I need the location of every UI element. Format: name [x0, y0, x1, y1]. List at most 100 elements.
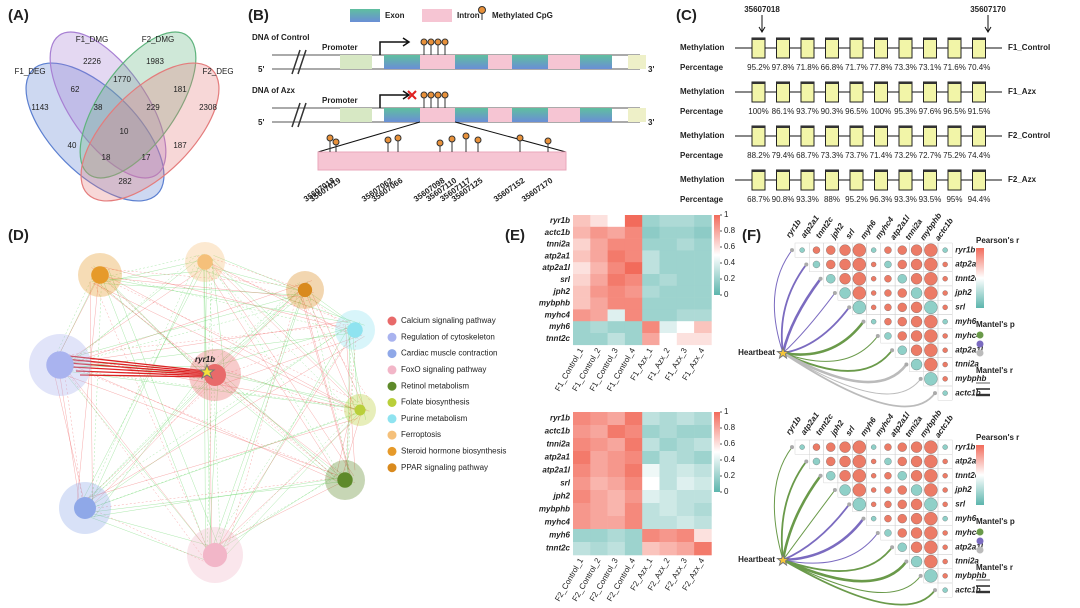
corr-circle — [852, 272, 866, 286]
mantel-link — [782, 503, 850, 561]
legend-dot — [976, 546, 984, 554]
percentage: 73.1% — [919, 63, 942, 72]
corr-circle — [871, 458, 877, 465]
heat-cell — [624, 438, 643, 452]
heat-cell — [659, 516, 678, 530]
methylated-cpg — [474, 136, 482, 144]
heat-cell — [590, 529, 608, 543]
corr-circle — [924, 540, 938, 554]
edge — [196, 256, 359, 339]
cpg-box-top — [972, 82, 986, 84]
percentage: 73.3% — [821, 151, 844, 160]
heat-cell — [624, 477, 643, 491]
corr-circle — [942, 544, 948, 550]
edge — [213, 409, 367, 552]
corr-circle — [897, 442, 907, 452]
edge — [93, 365, 209, 518]
sample-name: F2_Azx — [1008, 175, 1037, 184]
legend-label: PPAR signaling pathway — [401, 463, 488, 472]
cpg-box — [776, 37, 790, 59]
colorbar-label: 1 — [724, 407, 729, 416]
edge — [86, 477, 338, 510]
edge — [210, 267, 311, 295]
mantel-link — [782, 351, 908, 384]
percentage: 100% — [871, 107, 891, 116]
corr-circle — [942, 473, 948, 479]
cpg-box-top — [874, 126, 888, 128]
cpg-box-top — [923, 170, 937, 172]
edge — [96, 276, 302, 298]
legend-label: Steroid hormone biosynthesis — [401, 447, 506, 456]
mantel-link — [782, 558, 908, 583]
edge — [209, 323, 360, 561]
legend-title: Pearson's r — [976, 236, 1019, 245]
heat-cell — [642, 309, 660, 322]
heat-cell — [659, 542, 678, 556]
cpg-box-top — [850, 82, 863, 84]
row-label: myhc4 — [955, 331, 981, 340]
heat-cell — [694, 297, 712, 310]
legend-label: Ferroptosis — [401, 430, 441, 439]
corr-circle — [897, 245, 907, 255]
legend-label: FoxO signaling pathway — [401, 365, 486, 374]
heat-cell — [694, 503, 712, 517]
edge — [58, 369, 83, 517]
cpg-box — [751, 81, 766, 103]
heat-cell — [573, 309, 591, 322]
heat-cell — [676, 438, 695, 452]
cpg-box — [923, 125, 937, 147]
edge — [346, 329, 351, 473]
venn-count: 2308 — [199, 103, 217, 112]
edge — [77, 378, 210, 510]
heat-cell — [659, 425, 678, 439]
heat-cell — [573, 438, 591, 452]
heat-cell — [694, 516, 712, 530]
corr-circle — [910, 358, 923, 371]
mantel-link — [782, 517, 865, 562]
percentage: 95.3% — [894, 107, 917, 116]
cpg-box-top — [948, 126, 961, 128]
heat-cell — [590, 215, 608, 228]
cpg-box — [874, 169, 888, 191]
heat-cell — [590, 285, 608, 298]
link-end — [904, 362, 909, 367]
track-title: DNA of Control — [252, 33, 309, 42]
methylated-cpg — [332, 138, 340, 146]
heat-cell — [694, 451, 712, 465]
edge — [206, 480, 346, 551]
heat-cell — [573, 226, 591, 239]
edge — [51, 356, 209, 552]
heat-cell — [694, 285, 712, 298]
corr-circle — [871, 501, 877, 508]
heat-cell — [624, 215, 643, 228]
legend-dot — [387, 414, 397, 424]
gene-node — [337, 472, 353, 488]
line — [291, 49, 301, 75]
marker-arrow — [984, 15, 992, 33]
heat-cell — [659, 438, 678, 452]
edge — [103, 278, 209, 380]
gene-segment — [512, 55, 548, 69]
line — [297, 102, 307, 128]
methylated-cpg — [427, 91, 435, 99]
row-heading: Percentage — [680, 107, 724, 116]
corr-circle — [942, 347, 948, 353]
percentage: 71.6% — [943, 63, 966, 72]
corr-circle — [942, 458, 948, 465]
corr-circle — [924, 440, 938, 454]
pearson-colorbar — [976, 445, 984, 505]
methylated-cpg — [420, 38, 428, 46]
edge — [212, 284, 306, 547]
heat-cell — [676, 274, 695, 287]
link-end — [875, 333, 880, 338]
corr-circle — [897, 274, 907, 284]
heat-cell — [590, 309, 608, 322]
methylated-cpg — [544, 137, 552, 145]
cpg-box — [751, 169, 766, 191]
cpg-box — [825, 169, 839, 191]
corr-circle — [910, 315, 923, 328]
link-end — [918, 573, 923, 578]
corr-circle — [942, 361, 948, 368]
line — [79, 374, 216, 378]
gene-node — [91, 266, 109, 284]
